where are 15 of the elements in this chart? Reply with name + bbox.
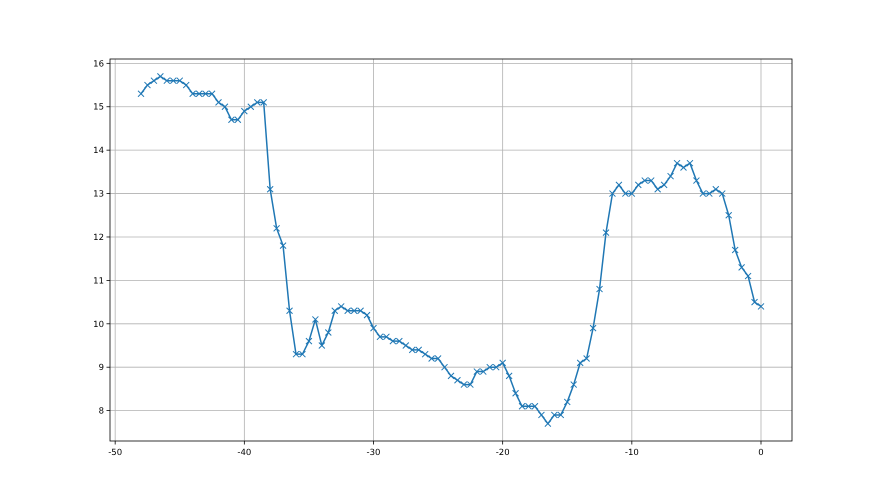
y-tick-label: 16 bbox=[93, 59, 104, 70]
y-tick-label: 10 bbox=[93, 320, 104, 330]
x-tick-label: -30 bbox=[366, 448, 380, 458]
y-tick-label: 14 bbox=[93, 146, 104, 156]
x-tick-label: -10 bbox=[624, 448, 639, 458]
x-tick-label: -20 bbox=[496, 448, 510, 458]
x-tick-label: -50 bbox=[108, 448, 122, 458]
x-tick-label: 0 bbox=[758, 448, 764, 458]
y-tick-label: 15 bbox=[93, 102, 104, 113]
x-tick-label: -40 bbox=[237, 448, 252, 458]
y-tick-label: 12 bbox=[93, 232, 104, 243]
y-tick-label: 13 bbox=[93, 190, 104, 200]
y-tick-label: 11 bbox=[93, 276, 104, 286]
y-tick-label: 9 bbox=[98, 363, 104, 374]
y-tick-label: 8 bbox=[98, 406, 104, 417]
